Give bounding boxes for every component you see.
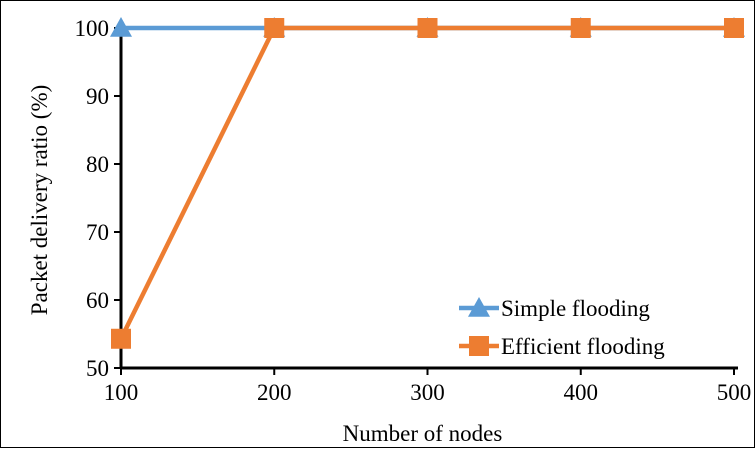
data-point [417,18,438,38]
y-tick-label: 60 [86,288,109,313]
data-point [724,18,744,38]
y-axis-title: Packet delivery ratio (%) [27,85,52,316]
axes: 50 60 70 80 90 100 100 200 300 400 500 [75,16,752,405]
data-point [111,328,131,349]
y-tick-label: 100 [75,16,110,41]
legend-marker [468,297,490,317]
x-tick-label: 100 [104,380,139,405]
data-point [110,17,132,37]
data-point [570,18,591,38]
legend-label: Simple flooding [501,296,650,321]
x-tick-label: 400 [564,380,599,405]
x-axis-title: Number of nodes [343,421,503,446]
y-tick-label: 50 [86,356,109,381]
legend: Simple flooding Efficient flooding [459,296,665,359]
y-tick-label: 70 [86,220,109,245]
x-tick-label: 200 [257,380,292,405]
series-layer [110,17,745,349]
legend-marker [469,336,489,356]
legend-label: Efficient flooding [501,334,665,359]
data-point [264,18,285,38]
series-line [118,25,734,340]
series-efficient-flooding [111,18,744,349]
x-tick-label: 500 [717,380,752,405]
y-tick-label: 90 [86,84,109,109]
x-tick-label: 300 [410,380,445,405]
y-tick-label: 80 [86,152,109,177]
